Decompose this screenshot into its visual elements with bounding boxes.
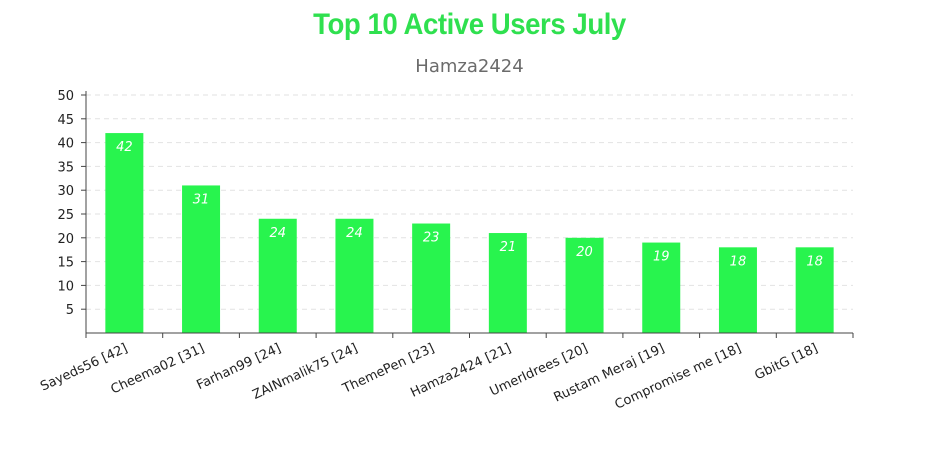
bars-group: 42 31 24 24 23 21 20 19 18 18 [105, 133, 834, 333]
y-tick-label: 10 [57, 279, 74, 294]
chart-title: Top 10 Active Users July [313, 8, 626, 41]
bar [488, 233, 527, 333]
y-tick-label: 40 [57, 137, 74, 152]
bar [412, 223, 451, 333]
y-tick-label: 5 [66, 303, 74, 318]
x-tick-label: GbitG [18] [752, 341, 820, 383]
bar [258, 218, 297, 333]
data-label: 24 [269, 226, 286, 241]
data-label: 23 [423, 231, 440, 246]
y-tick-label: 50 [57, 89, 74, 104]
y-tick-label: 15 [57, 256, 74, 271]
y-tick-label: 25 [57, 208, 74, 223]
bar [105, 133, 144, 333]
x-tick-label: Compromise me [18] [613, 341, 744, 413]
data-label: 19 [653, 250, 670, 265]
data-label: 20 [576, 245, 593, 260]
y-tick-label: 30 [57, 184, 74, 199]
bar [642, 242, 681, 333]
data-label: 24 [346, 226, 363, 241]
bar [182, 185, 221, 333]
y-tick-label: 35 [57, 160, 74, 175]
data-label: 18 [730, 254, 747, 269]
y-tick-label: 45 [57, 113, 74, 128]
bar [335, 218, 374, 333]
y-tick-label: 20 [57, 232, 74, 247]
data-label: 21 [500, 240, 517, 255]
data-label: 18 [806, 254, 823, 269]
bar [795, 247, 834, 333]
y-axis: 5 10 15 20 25 30 35 40 45 50 [57, 89, 87, 333]
x-axis: Sayeds56 [42]Cheema02 [31]Farhan99 [24]Z… [38, 332, 854, 413]
bar [565, 237, 604, 333]
chart-subtitle: Hamza2424 [415, 56, 524, 77]
bar [718, 247, 757, 333]
data-label: 31 [193, 192, 210, 207]
data-label: 42 [116, 140, 133, 155]
